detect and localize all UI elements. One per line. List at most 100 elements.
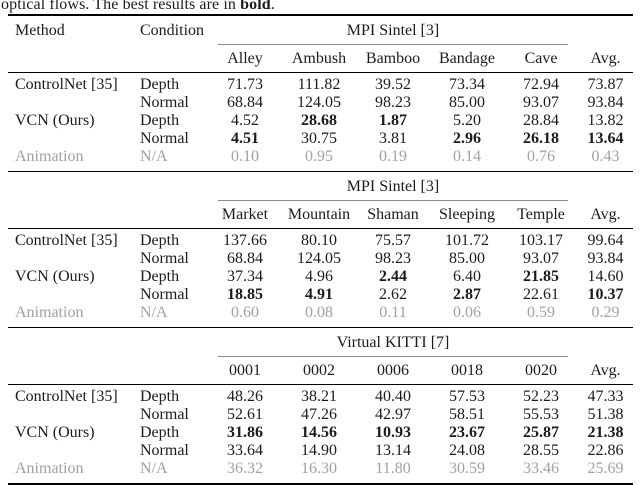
value-cell: 0.14 [453, 148, 481, 165]
table-row: ControlNet [35] Depth 137.66 80.10 75.57… [8, 232, 633, 250]
method-cell: Animation [15, 304, 84, 321]
table-row-animation: Animation N/A 0.60 0.08 0.11 0.06 0.59 0… [8, 304, 633, 322]
value-cell: 2.44 [379, 268, 407, 285]
avg-value-cell: 0.43 [591, 148, 620, 165]
value-cell: 40.40 [375, 388, 411, 405]
value-cell: 28.68 [301, 112, 337, 129]
value-cell: 28.84 [523, 112, 559, 129]
avg-value-cell: 0.29 [591, 304, 620, 321]
value-cell: 57.53 [449, 388, 485, 405]
value-cell: 6.40 [453, 268, 481, 285]
value-cell: 85.00 [449, 94, 485, 111]
avg-value-cell: 22.86 [587, 442, 624, 459]
condition-cell: Depth [140, 76, 180, 93]
value-cell: 24.08 [449, 442, 485, 459]
table-row: VCN (Ours) Depth 4.52 28.68 1.87 5.20 28… [8, 112, 633, 130]
value-cell: 2.87 [453, 286, 481, 303]
avg-value-cell: 51.38 [587, 406, 624, 423]
method-cell: Animation [15, 148, 84, 165]
group-header-row: Method Condition MPI Sintel [3] [8, 16, 633, 45]
spacer-cell [8, 366, 136, 375]
table-row: ControlNet [35] Depth 48.26 38.21 40.40 … [8, 388, 633, 406]
value-cell: 68.84 [227, 94, 263, 111]
value-cell: 52.23 [523, 388, 559, 405]
condition-cell: Depth [140, 388, 180, 405]
value-cell: 124.05 [297, 94, 341, 111]
method-cell: ControlNet [35] [15, 388, 118, 405]
value-cell: 0.60 [231, 304, 259, 321]
section-rows: ControlNet [35] Depth 71.73 111.82 39.52… [8, 73, 633, 171]
table-row: Normal 33.64 14.90 13.14 24.08 28.55 22.… [8, 442, 633, 460]
condition-cell: N/A [140, 148, 168, 165]
method-column-header: Method [15, 22, 65, 39]
condition-cell: Depth [140, 424, 180, 441]
value-cell: 98.23 [375, 94, 411, 111]
condition-cell: Normal [140, 250, 189, 267]
spacer-cell [8, 54, 136, 63]
column-header-row: Market Mountain Shaman Sleeping Temple A… [8, 201, 633, 228]
value-cell: 75.57 [375, 232, 411, 249]
method-cell: ControlNet [35] [15, 76, 118, 93]
avg-column-header: Avg. [590, 50, 621, 67]
avg-value-cell: 47.33 [587, 388, 624, 405]
value-cell: 4.91 [305, 286, 333, 303]
value-cell: 73.34 [449, 76, 485, 93]
value-cell: 68.84 [227, 250, 263, 267]
avg-value-cell: 21.38 [587, 424, 624, 441]
method-cell: VCN (Ours) [15, 268, 95, 285]
value-cell: 111.82 [297, 76, 341, 93]
caption-prefix: optical flows. The best results are in [1, 0, 241, 13]
value-cell: 39.52 [375, 76, 411, 93]
column-header: 0001 [229, 362, 261, 379]
value-cell: 33.64 [227, 442, 263, 459]
method-cell: VCN (Ours) [15, 424, 95, 441]
column-header-row: Alley Ambush Bamboo Bandage Cave Avg. [8, 45, 633, 72]
avg-column-header: Avg. [590, 362, 621, 379]
table-row: Normal 52.61 47.26 42.97 58.51 55.53 51.… [8, 406, 633, 424]
spacer-cell [136, 54, 208, 63]
avg-value-cell: 13.82 [587, 112, 624, 129]
column-header-row: 0001 0002 0006 0018 0020 Avg. [8, 357, 633, 384]
condition-column-header: Condition [140, 22, 205, 39]
condition-cell: N/A [140, 304, 168, 321]
avg-value-cell: 93.84 [587, 94, 624, 111]
value-cell: 5.20 [453, 112, 481, 129]
top-rule [8, 14, 633, 16]
value-cell: 52.61 [227, 406, 263, 423]
value-cell: 13.14 [375, 442, 411, 459]
condition-cell: Normal [140, 94, 189, 111]
value-cell: 4.52 [231, 112, 259, 129]
value-cell: 103.17 [519, 232, 563, 249]
value-cell: 42.97 [375, 406, 411, 423]
value-cell: 31.86 [227, 424, 263, 441]
value-cell: 55.53 [523, 406, 559, 423]
value-cell: 10.93 [375, 424, 411, 441]
caption-text: optical flows. The best results are in b… [0, 0, 640, 13]
table-row: VCN (Ours) Depth 37.34 4.96 2.44 6.40 21… [8, 268, 633, 286]
value-cell: 85.00 [449, 250, 485, 267]
table-row-animation: Animation N/A 0.10 0.95 0.19 0.14 0.76 0… [8, 148, 633, 166]
column-header: Cave [524, 50, 558, 67]
value-cell: 18.85 [227, 286, 263, 303]
section-rule [8, 171, 633, 172]
column-header: 0020 [525, 362, 557, 379]
column-header: Shaman [367, 206, 419, 223]
value-cell: 58.51 [449, 406, 485, 423]
column-header: Market [221, 206, 269, 223]
table-row: ControlNet [35] Depth 71.73 111.82 39.52… [8, 76, 633, 94]
value-cell: 21.85 [523, 268, 559, 285]
value-cell: 98.23 [375, 250, 411, 267]
avg-value-cell: 14.60 [587, 268, 624, 285]
value-cell: 124.05 [297, 250, 341, 267]
value-cell: 0.06 [453, 304, 481, 321]
header-rule [8, 384, 633, 385]
value-cell: 22.61 [523, 286, 559, 303]
results-table: Method Condition MPI Sintel [3] Alley Am… [8, 14, 633, 485]
value-cell: 72.94 [523, 76, 559, 93]
value-cell: 14.90 [301, 442, 337, 459]
column-header: 0002 [303, 362, 335, 379]
condition-cell: Depth [140, 112, 180, 129]
value-cell: 71.73 [227, 76, 263, 93]
value-cell: 2.62 [379, 286, 407, 303]
